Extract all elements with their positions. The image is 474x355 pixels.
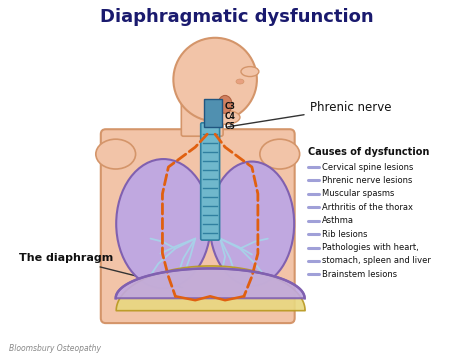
Text: Cervical spine lesions: Cervical spine lesions — [321, 163, 413, 171]
Text: Arthritis of the thorax: Arthritis of the thorax — [321, 203, 412, 212]
Text: stomach, spleen and liver: stomach, spleen and liver — [321, 256, 430, 266]
FancyBboxPatch shape — [182, 87, 223, 136]
Ellipse shape — [241, 67, 259, 77]
Text: C3: C3 — [225, 102, 236, 111]
Text: Bloomsbury Osteopathy: Bloomsbury Osteopathy — [9, 344, 101, 353]
Ellipse shape — [96, 139, 136, 169]
Text: Pathologies with heart,: Pathologies with heart, — [321, 243, 418, 252]
Text: Asthma: Asthma — [321, 216, 354, 225]
Text: C5: C5 — [225, 122, 236, 131]
Ellipse shape — [218, 95, 232, 113]
Text: Diaphragmatic dysfunction: Diaphragmatic dysfunction — [100, 8, 374, 26]
Text: The diaphragm: The diaphragm — [19, 253, 182, 288]
Ellipse shape — [116, 159, 210, 288]
Text: Causes of dysfunction: Causes of dysfunction — [308, 147, 429, 157]
Text: Brainstem lesions: Brainstem lesions — [321, 270, 397, 279]
FancyBboxPatch shape — [101, 129, 295, 323]
Circle shape — [173, 38, 257, 121]
Text: Phrenic nerve lesions: Phrenic nerve lesions — [321, 176, 412, 185]
Text: Rib lesions: Rib lesions — [321, 230, 367, 239]
Ellipse shape — [260, 139, 300, 169]
Ellipse shape — [236, 79, 244, 84]
Ellipse shape — [210, 162, 294, 286]
Text: Phrenic nerve: Phrenic nerve — [228, 101, 391, 127]
Text: C4: C4 — [225, 112, 236, 121]
Ellipse shape — [210, 110, 240, 124]
FancyBboxPatch shape — [201, 123, 219, 240]
Text: Muscular spasms: Muscular spasms — [321, 189, 394, 198]
Bar — [204, 99, 222, 127]
Polygon shape — [116, 268, 305, 298]
